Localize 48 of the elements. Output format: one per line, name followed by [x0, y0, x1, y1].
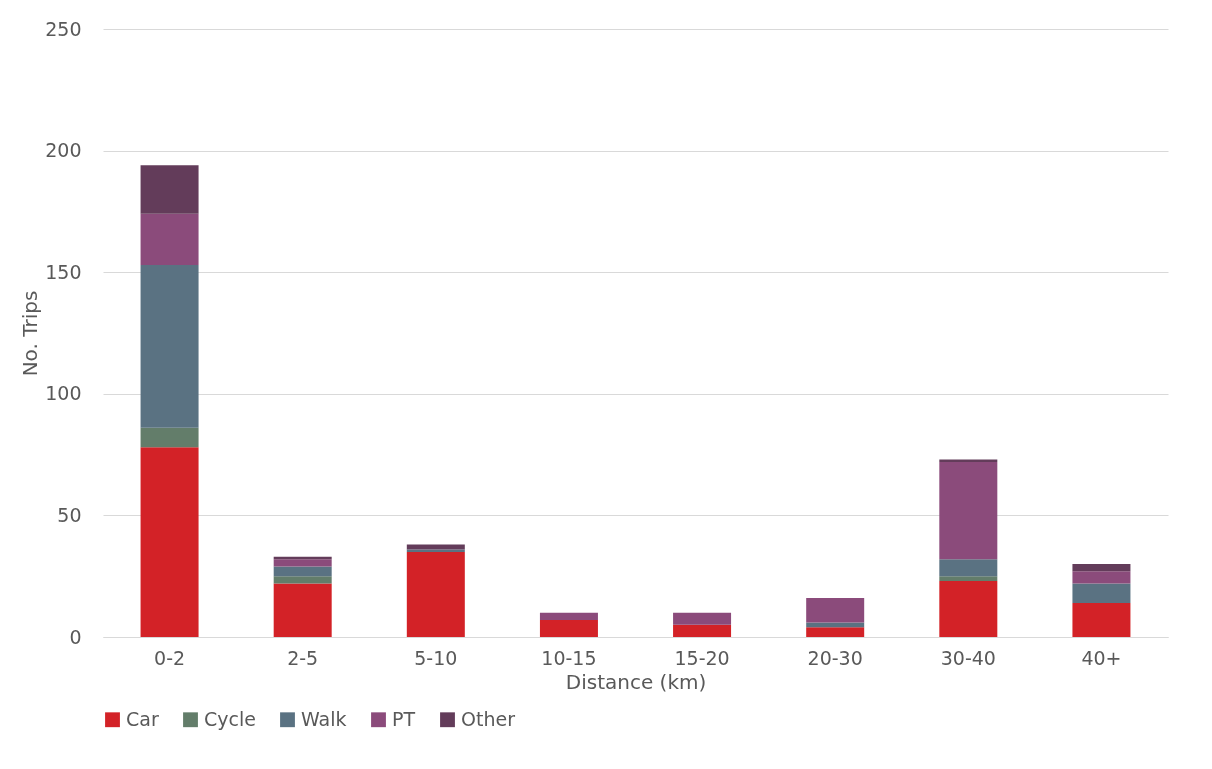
bar [1072, 602, 1131, 637]
bar [539, 612, 598, 620]
x-tick-label: 5-10 [414, 646, 458, 669]
x-tick-label: 20-30 [807, 646, 863, 669]
bar [806, 622, 865, 628]
x-tick-label: 30-40 [940, 646, 996, 669]
bar [140, 447, 199, 637]
bar [1072, 564, 1131, 572]
x-tick-label: 10-15 [541, 646, 597, 669]
bar [939, 576, 998, 582]
y-tick-label: 200 [45, 139, 82, 162]
legend-label: Walk [301, 707, 347, 730]
x-tick-label: 2-5 [287, 646, 319, 669]
bar [406, 551, 465, 637]
bar [1072, 571, 1131, 584]
bar [273, 583, 332, 637]
bar [273, 566, 332, 577]
x-tick-label: 15-20 [674, 646, 730, 669]
legend-label: Other [461, 707, 516, 730]
y-tick-label: 150 [45, 260, 82, 283]
bar [140, 213, 199, 265]
bar [539, 619, 598, 637]
legend-label: PT [392, 707, 416, 730]
y-tick-label: 250 [45, 17, 82, 40]
x-tick-label: 0-2 [154, 646, 186, 669]
bar [1072, 583, 1131, 603]
y-tick-label: 100 [45, 382, 82, 405]
bar [673, 624, 732, 637]
bar [939, 559, 998, 577]
bar [939, 581, 998, 637]
y-tick-label: 50 [57, 503, 82, 526]
bar [273, 559, 332, 567]
bar [140, 165, 199, 214]
bar [939, 461, 998, 560]
bar [673, 612, 732, 625]
y-tick-label: 0 [69, 625, 82, 648]
bar [140, 264, 199, 428]
x-tick-label: 40+ [1081, 646, 1122, 669]
bar [806, 627, 865, 637]
legend-label: Cycle [204, 707, 256, 730]
bar [406, 549, 465, 552]
bar [806, 598, 865, 623]
bar [273, 576, 332, 584]
y-axis-title: No. Trips [18, 290, 43, 377]
bar [939, 459, 998, 462]
x-axis-title: Distance (km) [565, 669, 707, 694]
legend-label: Car [126, 707, 159, 730]
bar [140, 427, 199, 448]
